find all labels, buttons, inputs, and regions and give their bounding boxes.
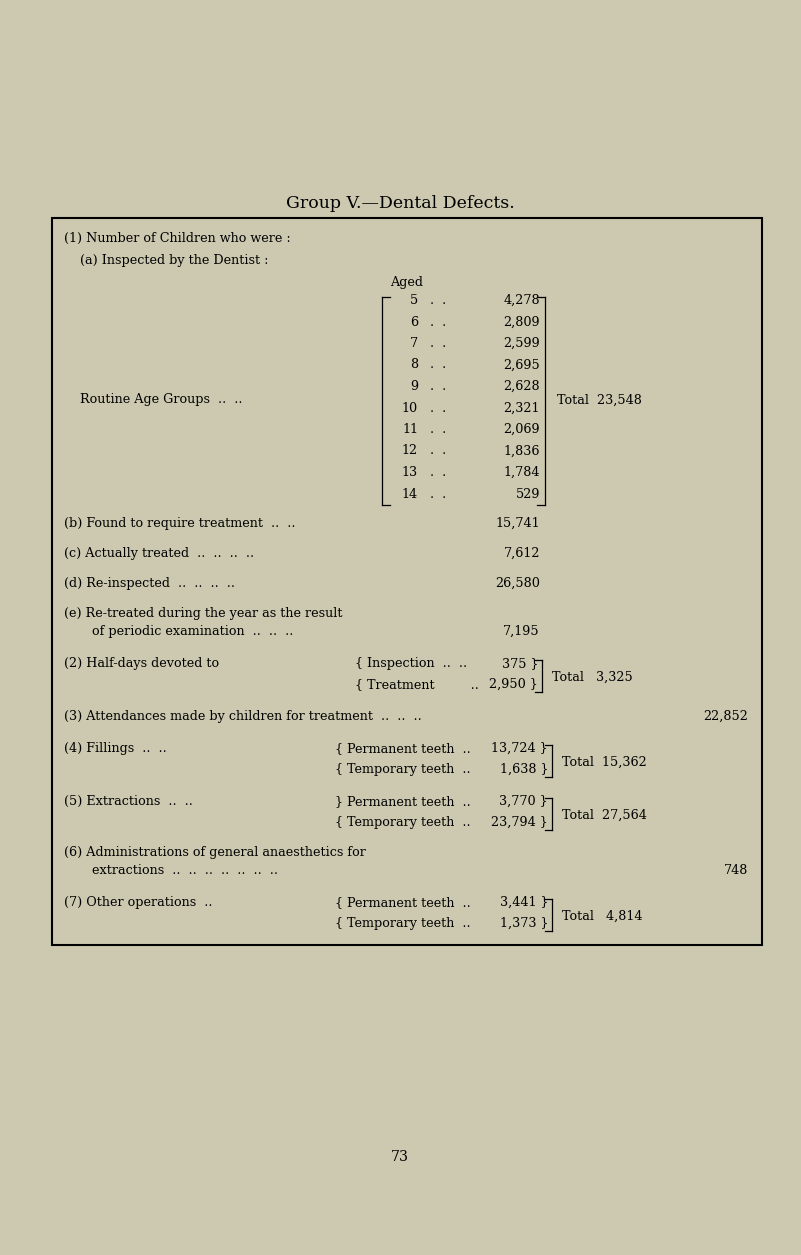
Text: 26,580: 26,580 bbox=[495, 577, 540, 590]
Text: 14: 14 bbox=[402, 487, 418, 501]
Text: { Temporary teeth  ..: { Temporary teeth .. bbox=[335, 917, 471, 930]
Text: 1,373 }: 1,373 } bbox=[500, 917, 548, 930]
Text: Total   3,325: Total 3,325 bbox=[552, 670, 633, 684]
Text: 1,836: 1,836 bbox=[504, 444, 540, 458]
Text: (6) Administrations of general anaesthetics for: (6) Administrations of general anaesthet… bbox=[64, 846, 366, 858]
Text: 3,441 }: 3,441 } bbox=[500, 896, 548, 909]
Text: (2) Half-days devoted to: (2) Half-days devoted to bbox=[64, 658, 219, 670]
Text: 11: 11 bbox=[402, 423, 418, 435]
Text: (5) Extractions  ..  ..: (5) Extractions .. .. bbox=[64, 794, 193, 808]
Text: (4) Fillings  ..  ..: (4) Fillings .. .. bbox=[64, 742, 167, 756]
Text: extractions  ..  ..  ..  ..  ..  ..  ..: extractions .. .. .. .. .. .. .. bbox=[92, 863, 278, 877]
Text: 12: 12 bbox=[402, 444, 418, 458]
Text: 6: 6 bbox=[410, 315, 418, 329]
Text: Total   4,814: Total 4,814 bbox=[562, 910, 642, 922]
Text: 1,638 }: 1,638 } bbox=[500, 763, 548, 776]
Text: .  .: . . bbox=[422, 380, 446, 393]
Text: .  .: . . bbox=[422, 444, 446, 458]
Text: Aged: Aged bbox=[390, 276, 423, 289]
Text: (1) Number of Children who were :: (1) Number of Children who were : bbox=[64, 232, 291, 245]
Text: .  .: . . bbox=[422, 487, 446, 501]
Text: (e) Re-treated during the year as the result: (e) Re-treated during the year as the re… bbox=[64, 607, 343, 620]
Text: { Temporary teeth  ..: { Temporary teeth .. bbox=[335, 816, 471, 830]
Text: .  .: . . bbox=[422, 466, 446, 479]
Text: 375 }: 375 } bbox=[501, 658, 538, 670]
Text: 529: 529 bbox=[516, 487, 540, 501]
Text: .  .: . . bbox=[422, 359, 446, 371]
Text: (c) Actually treated  ..  ..  ..  ..: (c) Actually treated .. .. .. .. bbox=[64, 547, 254, 560]
Text: 2,069: 2,069 bbox=[503, 423, 540, 435]
Text: .  .: . . bbox=[422, 402, 446, 414]
Text: 23,794 }: 23,794 } bbox=[491, 816, 548, 830]
Text: (3) Attendances made by children for treatment  ..  ..  ..: (3) Attendances made by children for tre… bbox=[64, 710, 422, 723]
Text: .  .: . . bbox=[422, 294, 446, 307]
Text: (d) Re-inspected  ..  ..  ..  ..: (d) Re-inspected .. .. .. .. bbox=[64, 577, 235, 590]
Text: 4,278: 4,278 bbox=[503, 294, 540, 307]
Text: 2,695: 2,695 bbox=[503, 359, 540, 371]
Text: 3,770 }: 3,770 } bbox=[499, 794, 548, 808]
Text: Total  23,548: Total 23,548 bbox=[557, 394, 642, 407]
Text: 15,741: 15,741 bbox=[495, 517, 540, 530]
Text: 2,809: 2,809 bbox=[503, 315, 540, 329]
Text: 9: 9 bbox=[410, 380, 418, 393]
Text: { Permanent teeth  ..: { Permanent teeth .. bbox=[335, 896, 471, 909]
Text: 5: 5 bbox=[410, 294, 418, 307]
Text: Total  15,362: Total 15,362 bbox=[562, 756, 646, 768]
Text: 2,599: 2,599 bbox=[503, 338, 540, 350]
Text: Total  27,564: Total 27,564 bbox=[562, 808, 647, 822]
Text: 8: 8 bbox=[410, 359, 418, 371]
Text: { Treatment         ..: { Treatment .. bbox=[355, 678, 479, 692]
Text: 73: 73 bbox=[391, 1150, 409, 1163]
Text: 10: 10 bbox=[402, 402, 418, 414]
Text: (7) Other operations  ..: (7) Other operations .. bbox=[64, 896, 212, 909]
Text: 13,724 }: 13,724 } bbox=[491, 742, 548, 756]
Text: { Permanent teeth  ..: { Permanent teeth .. bbox=[335, 742, 471, 756]
Text: { Temporary teeth  ..: { Temporary teeth .. bbox=[335, 763, 471, 776]
Text: 7: 7 bbox=[410, 338, 418, 350]
Text: Routine Age Groups  ..  ..: Routine Age Groups .. .. bbox=[80, 394, 243, 407]
Text: 7,612: 7,612 bbox=[504, 547, 540, 560]
Text: (b) Found to require treatment  ..  ..: (b) Found to require treatment .. .. bbox=[64, 517, 296, 530]
Text: of periodic examination  ..  ..  ..: of periodic examination .. .. .. bbox=[92, 625, 293, 638]
Text: 748: 748 bbox=[723, 863, 748, 877]
Bar bbox=[52, 218, 762, 945]
Text: 2,321: 2,321 bbox=[504, 402, 540, 414]
Text: 22,852: 22,852 bbox=[703, 710, 748, 723]
Text: 7,195: 7,195 bbox=[503, 625, 540, 638]
Text: { Inspection  ..  ..: { Inspection .. .. bbox=[355, 658, 467, 670]
Text: .  .: . . bbox=[422, 338, 446, 350]
Text: Group V.—Dental Defects.: Group V.—Dental Defects. bbox=[286, 195, 514, 212]
Text: 2,628: 2,628 bbox=[503, 380, 540, 393]
Text: 1,784: 1,784 bbox=[504, 466, 540, 479]
Text: .  .: . . bbox=[422, 423, 446, 435]
Text: } Permanent teeth  ..: } Permanent teeth .. bbox=[335, 794, 471, 808]
Text: .  .: . . bbox=[422, 315, 446, 329]
Text: 2,950 }: 2,950 } bbox=[489, 678, 538, 692]
Text: (a) Inspected by the Dentist :: (a) Inspected by the Dentist : bbox=[80, 254, 268, 267]
Text: 13: 13 bbox=[402, 466, 418, 479]
